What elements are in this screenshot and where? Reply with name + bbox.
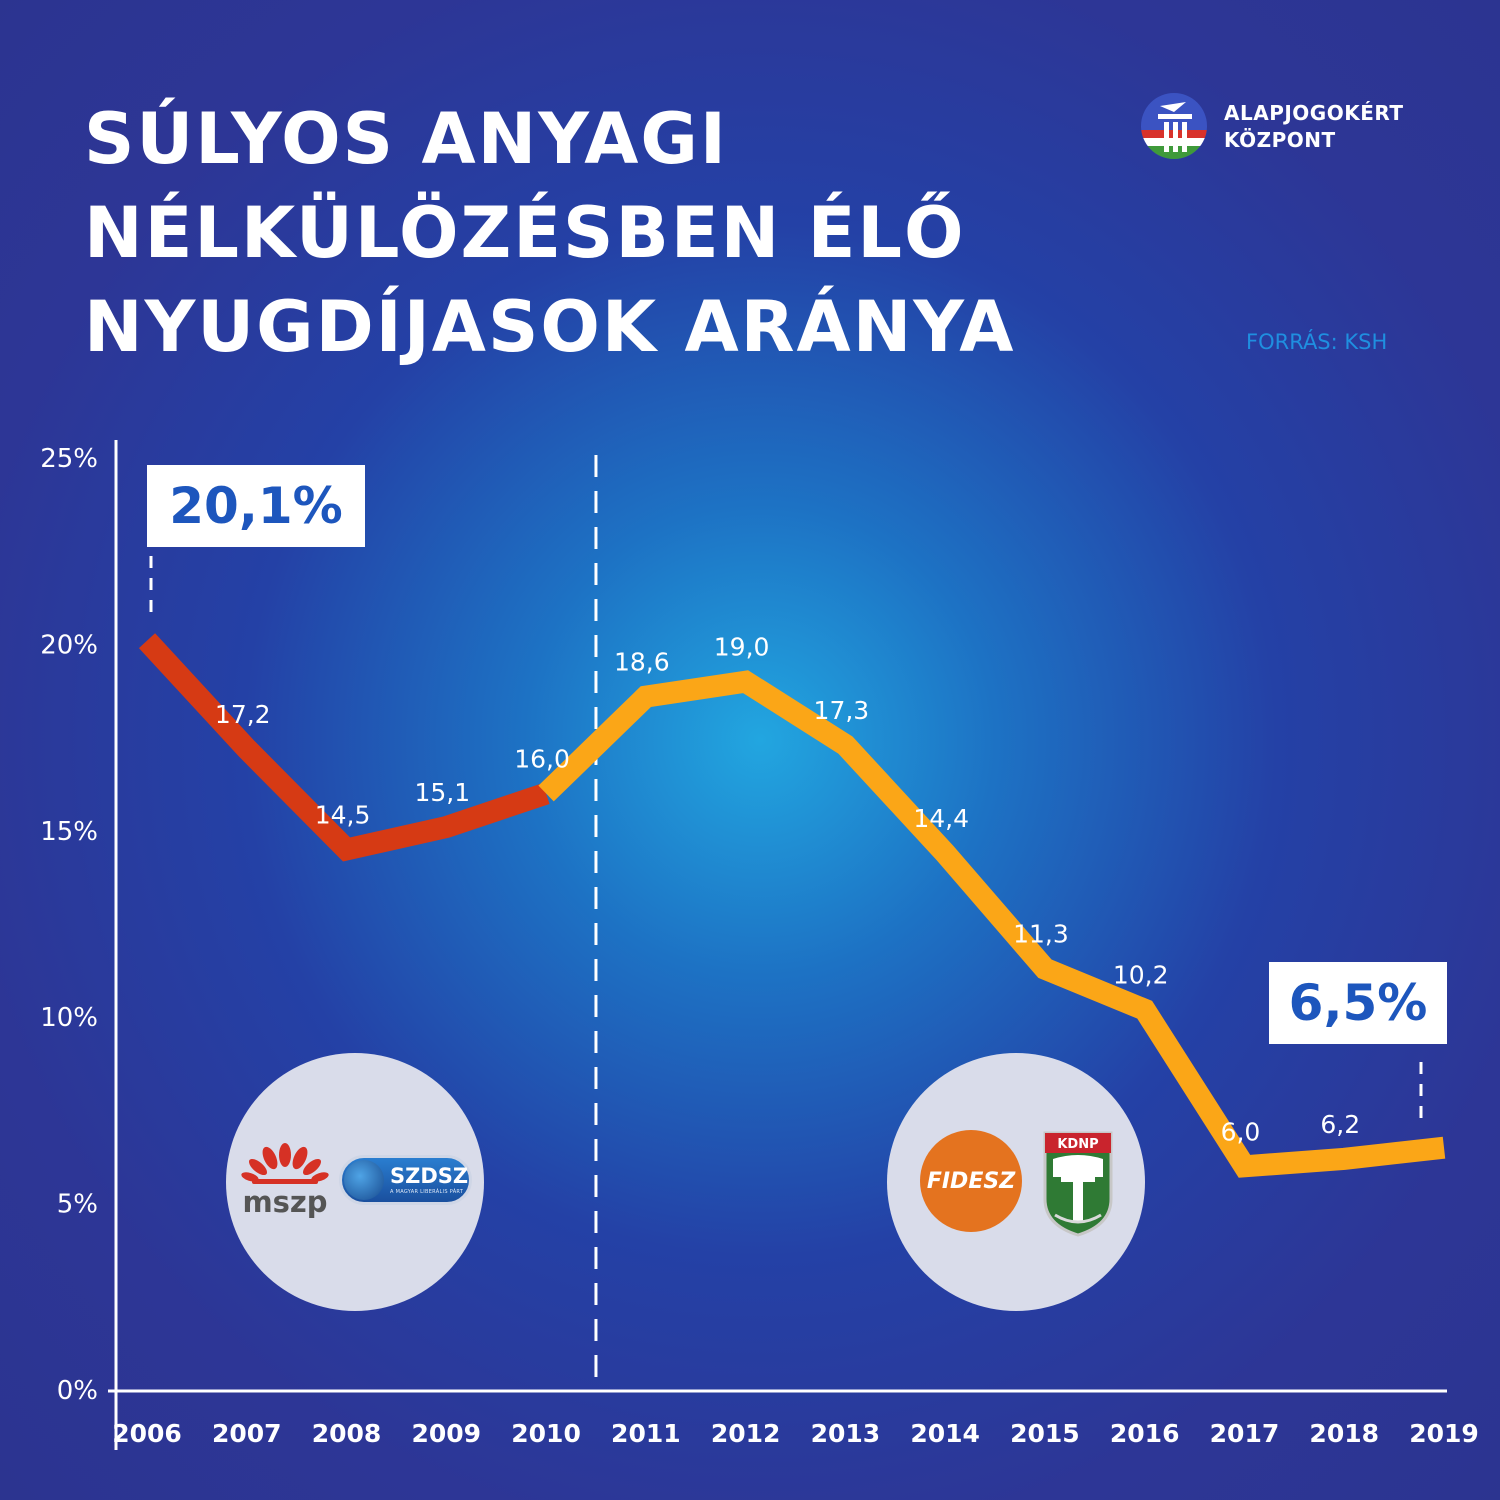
brand-line-2: KÖZPONT — [1224, 128, 1336, 152]
x-tick-label: 2016 — [1110, 1419, 1180, 1448]
szdsz-globe-icon — [344, 1160, 384, 1200]
data-label: 11,3 — [1013, 920, 1069, 949]
y-tick-label: 5% — [57, 1190, 98, 1220]
data-label: 17,3 — [814, 696, 870, 725]
x-tick-label: 2009 — [412, 1419, 482, 1448]
chart-title: SÚLYOS ANYAGI NÉLKÜLÖZÉSBEN ÉLŐ NYUGDÍJA… — [84, 92, 1015, 374]
mszp-carnation-icon — [241, 1143, 329, 1184]
y-tick-label: 15% — [40, 817, 98, 847]
callout-end-value: 6,5% — [1269, 962, 1447, 1044]
data-label: 10,2 — [1113, 961, 1169, 990]
data-label: 14,5 — [315, 800, 371, 829]
mszp-wordmark: mszp — [242, 1185, 328, 1219]
x-tick-label: 2012 — [711, 1419, 781, 1448]
data-label: 15,1 — [414, 778, 470, 807]
data-label: 19,0 — [714, 633, 770, 662]
data-label: 17,2 — [215, 700, 271, 729]
x-tick-label: 2007 — [212, 1419, 282, 1448]
x-tick-label: 2018 — [1309, 1419, 1379, 1448]
x-tick-label: 2011 — [611, 1419, 681, 1448]
title-line-1: SÚLYOS ANYAGI — [84, 98, 728, 180]
y-tick-label: 0% — [57, 1376, 98, 1406]
kdnp-shield-icon: KDNP — [1043, 1131, 1113, 1237]
callout-start-value: 20,1% — [147, 465, 365, 547]
kdnp-wordmark: KDNP — [1057, 1137, 1098, 1152]
x-tick-label: 2015 — [1010, 1419, 1080, 1448]
data-label: 14,4 — [913, 804, 969, 833]
fidesz-logo: FIDESZ — [920, 1130, 1022, 1232]
title-line-2: NÉLKÜLÖZÉSBEN ÉLŐ — [84, 192, 966, 274]
title-line-3: NYUGDÍJASOK ARÁNYA — [84, 286, 1016, 368]
x-tick-label: 2017 — [1210, 1419, 1280, 1448]
data-label: 6,0 — [1221, 1117, 1261, 1146]
brand-line-1: ALAPJOGOKÉRT — [1224, 101, 1404, 125]
x-tick-label: 2014 — [910, 1419, 980, 1448]
y-tick-label: 25% — [40, 444, 98, 474]
alapjogokert-emblem-icon — [1141, 93, 1207, 159]
szdsz-wordmark: SZDSZ — [390, 1164, 469, 1188]
x-tick-label: 2008 — [312, 1419, 382, 1448]
source-note: FORRÁS: KSH — [1246, 330, 1388, 354]
y-tick-label: 10% — [40, 1003, 98, 1033]
x-tick-label: 2006 — [112, 1419, 182, 1448]
brand-name: ALAPJOGOKÉRT KÖZPONT — [1224, 100, 1404, 154]
szdsz-subtitle: A MAGYAR LIBERÁLIS PÁRT — [390, 1189, 464, 1195]
party-circle-fidesz-kdnp: FIDESZ KDNP — [887, 1053, 1145, 1311]
data-label: 6,2 — [1320, 1110, 1360, 1139]
x-tick-label: 2010 — [511, 1419, 581, 1448]
party-circle-mszp-szdsz: mszp SZDSZ A MAGYAR LIBERÁLIS PÁRT — [226, 1053, 484, 1311]
series-line-segment-1 — [138, 633, 550, 862]
x-tick-label: 2019 — [1409, 1419, 1479, 1448]
szdsz-logo: SZDSZ A MAGYAR LIBERÁLIS PÁRT — [339, 1155, 472, 1205]
y-tick-label: 20% — [40, 630, 98, 660]
x-tick-label: 2013 — [811, 1419, 881, 1448]
brand-logo: ALAPJOGOKÉRT KÖZPONT — [1140, 92, 1460, 162]
data-label: 16,0 — [514, 745, 570, 774]
series-line-segment-2 — [538, 670, 1446, 1178]
data-label: 18,6 — [614, 648, 670, 677]
